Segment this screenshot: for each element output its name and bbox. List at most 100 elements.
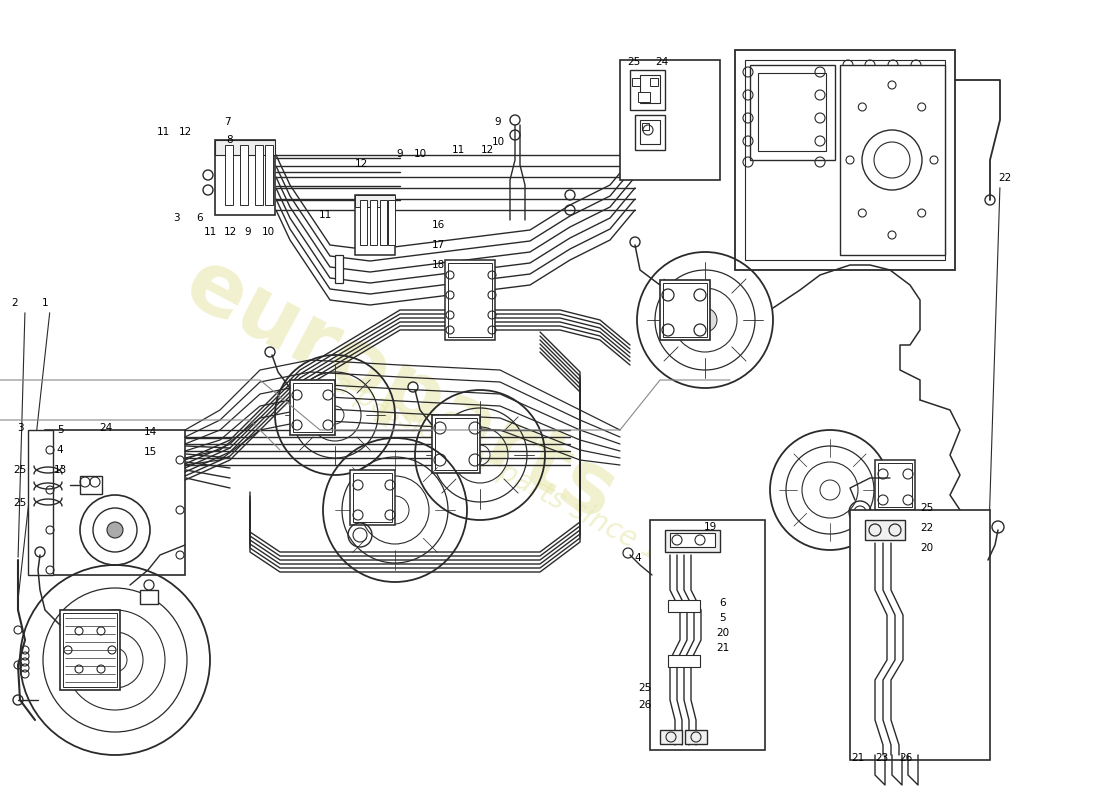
Text: 25: 25 [13,465,26,475]
Text: 12: 12 [481,145,494,155]
Bar [874,460,915,510]
Bar [290,380,336,435]
Text: 3: 3 [173,213,179,223]
Bar [293,383,332,432]
Bar [865,520,905,540]
Bar [660,280,710,340]
Bar [63,613,117,687]
Bar [214,140,275,155]
Text: 11: 11 [318,210,331,220]
Text: 25: 25 [921,503,934,513]
Text: 16: 16 [431,220,444,230]
Text: 5: 5 [57,425,64,435]
Bar [370,200,377,245]
Bar [750,65,835,160]
Bar [850,510,990,760]
Bar [735,50,955,270]
Bar [446,260,495,340]
Bar [355,195,395,207]
Bar [640,120,660,144]
Bar [642,123,649,130]
Bar [45,430,185,575]
Bar [638,92,650,102]
Bar [668,600,700,612]
Bar [240,145,248,205]
Text: 15: 15 [143,447,156,457]
Text: 25: 25 [638,683,651,693]
Text: 9: 9 [397,149,404,159]
Bar [226,145,233,205]
Text: 24: 24 [656,57,669,67]
Text: 9: 9 [495,117,502,127]
Bar [640,75,660,103]
Bar [630,70,666,110]
Bar [434,418,477,470]
Text: 2: 2 [12,298,19,308]
Bar [265,145,273,205]
Bar [214,140,275,215]
Text: 12: 12 [178,127,191,137]
Bar [663,283,707,337]
Text: europarts: europarts [170,242,629,538]
Bar [650,520,764,750]
Text: 4: 4 [57,445,64,455]
Bar [650,78,658,86]
Text: 20: 20 [716,628,729,638]
Text: 11: 11 [156,127,169,137]
Bar [635,115,666,150]
Text: 22: 22 [999,173,1012,183]
Bar [140,590,158,604]
Bar [255,145,263,205]
Bar [666,530,720,552]
Bar [360,200,367,245]
Bar [379,200,387,245]
Bar [632,78,640,86]
Bar [355,195,395,255]
Bar [432,415,480,473]
Text: 11: 11 [451,145,464,155]
Text: 9: 9 [244,227,251,237]
Text: 6: 6 [719,598,726,608]
Bar [60,610,120,690]
Text: 25: 25 [13,498,26,508]
Text: 19: 19 [703,522,716,532]
Text: 3: 3 [16,423,23,433]
Text: 18: 18 [431,260,444,270]
Text: 26: 26 [900,753,913,763]
Text: 23: 23 [876,753,889,763]
Text: 7: 7 [223,117,230,127]
Text: 1: 1 [42,298,48,308]
Text: a passion for parts since 1985: a passion for parts since 1985 [328,369,712,591]
Text: 8: 8 [227,135,233,145]
Text: 4: 4 [635,553,641,563]
Bar [448,263,492,337]
Bar [388,200,395,245]
Text: 21: 21 [851,753,865,763]
Text: 17: 17 [431,240,444,250]
Bar [350,470,395,525]
Bar [758,73,826,151]
Text: 6: 6 [197,213,204,223]
Text: 13: 13 [54,465,67,475]
Bar [745,60,945,260]
Text: 25: 25 [627,57,640,67]
Bar [336,255,343,283]
Bar [668,655,700,667]
Text: 26: 26 [638,700,651,710]
Text: 10: 10 [262,227,275,237]
Text: 11: 11 [204,227,217,237]
Circle shape [693,308,717,332]
Bar [685,730,707,744]
Bar [660,730,682,744]
Text: 24: 24 [99,423,112,433]
Bar [80,476,102,494]
Text: 10: 10 [414,149,427,159]
Bar [620,60,721,180]
Text: 12: 12 [354,159,367,169]
Text: 5: 5 [719,613,726,623]
Bar [353,473,392,522]
Bar [878,463,912,507]
Bar [840,65,945,255]
Text: 22: 22 [921,523,934,533]
Text: 14: 14 [143,427,156,437]
